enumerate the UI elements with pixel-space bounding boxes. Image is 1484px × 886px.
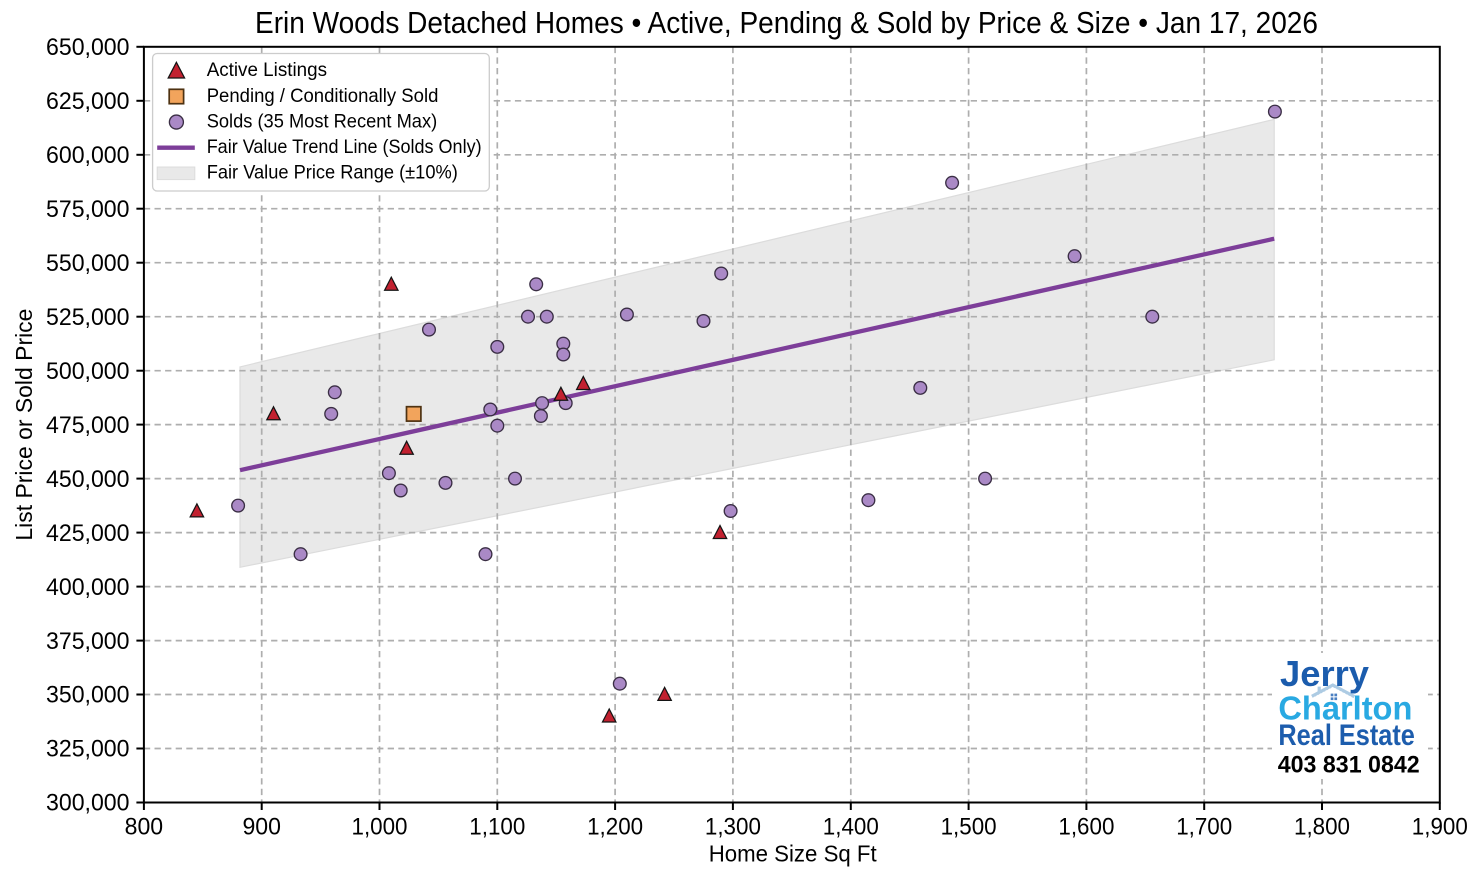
svg-text:Fair Value Trend Line (Solds O: Fair Value Trend Line (Solds Only) [207,136,482,158]
svg-text:600,000: 600,000 [46,142,130,169]
svg-text:900: 900 [242,814,281,841]
svg-text:500,000: 500,000 [46,358,130,385]
svg-text:Jerry: Jerry [1280,653,1369,694]
svg-text:525,000: 525,000 [46,304,130,331]
svg-text:1,400: 1,400 [823,814,879,841]
svg-text:650,000: 650,000 [46,34,130,61]
svg-text:400,000: 400,000 [46,574,130,601]
svg-text:Erin Woods Detached Homes • Ac: Erin Woods Detached Homes • Active, Pend… [255,6,1318,40]
svg-text:625,000: 625,000 [46,88,130,115]
svg-text:Active Listings: Active Listings [207,59,328,81]
svg-text:List Price or Sold Price: List Price or Sold Price [11,309,37,541]
svg-text:Real Estate: Real Estate [1278,719,1415,752]
svg-text:325,000: 325,000 [46,736,130,763]
svg-text:Home Size Sq Ft: Home Size Sq Ft [709,840,878,866]
svg-text:Fair Value Price Range (±10%): Fair Value Price Range (±10%) [207,162,458,184]
svg-text:Solds (35 Most Recent Max): Solds (35 Most Recent Max) [207,110,438,132]
svg-text:1,700: 1,700 [1176,814,1232,841]
svg-text:350,000: 350,000 [46,682,130,709]
svg-text:Charlton: Charlton [1278,690,1412,727]
svg-text:1,900: 1,900 [1412,814,1468,841]
svg-text:1,600: 1,600 [1058,814,1114,841]
svg-text:1,000: 1,000 [352,814,408,841]
svg-text:375,000: 375,000 [46,628,130,655]
svg-text:475,000: 475,000 [46,412,130,439]
svg-text:Pending / Conditionally Sold: Pending / Conditionally Sold [207,85,439,107]
svg-text:403 831 0842: 403 831 0842 [1278,752,1420,779]
svg-text:450,000: 450,000 [46,466,130,493]
svg-text:425,000: 425,000 [46,520,130,547]
svg-text:575,000: 575,000 [46,196,130,223]
svg-text:300,000: 300,000 [46,790,130,817]
svg-text:800: 800 [125,814,164,841]
svg-text:1,300: 1,300 [705,814,761,841]
svg-text:1,800: 1,800 [1294,814,1350,841]
svg-text:1,500: 1,500 [941,814,997,841]
svg-text:1,100: 1,100 [469,814,525,841]
svg-text:550,000: 550,000 [46,250,130,277]
svg-text:1,200: 1,200 [587,814,643,841]
